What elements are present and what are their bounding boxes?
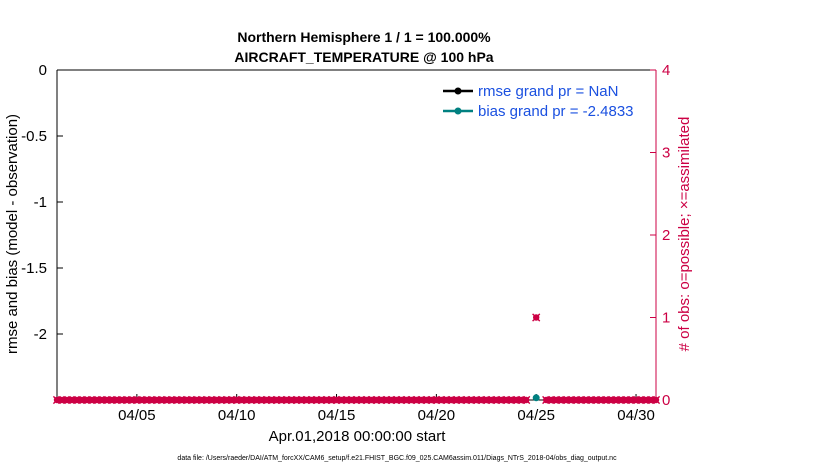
legend-bias-marker bbox=[454, 107, 462, 115]
legend-rmse-marker bbox=[454, 87, 462, 95]
y-tick-label: -2 bbox=[34, 326, 47, 343]
plot-area: 0 -0.5 -1 -1.5 -2 0 1 2 3 4 04/05 04/10 04/15 04/20 04… bbox=[21, 62, 670, 424]
bias-marker bbox=[532, 394, 540, 402]
x-axis-label: Apr.01,2018 00:00:00 start bbox=[269, 428, 447, 445]
x-tick-label: 04/15 bbox=[318, 407, 356, 424]
x-tick-label: 04/10 bbox=[218, 407, 256, 424]
y-tick-label: -0.5 bbox=[21, 128, 47, 145]
chart-title: Northern Hemisphere 1 / 1 = 100.000% bbox=[237, 29, 491, 45]
obs-assimilated-marker bbox=[522, 395, 531, 405]
y2-axis-label: # of obs: o=possible; ×=assimilated bbox=[676, 117, 693, 352]
y2-tick-label: 0 bbox=[662, 392, 670, 409]
x-tick-label: 04/20 bbox=[418, 407, 456, 424]
y2-tick-label: 3 bbox=[662, 145, 670, 162]
obs-assimilated-marker bbox=[532, 313, 541, 322]
legend-bias-label: bias grand pr = -2.4833 bbox=[478, 103, 634, 120]
x-tick-label: 04/25 bbox=[517, 407, 555, 424]
y-axis-label: rmse and bias (model - observation) bbox=[4, 114, 21, 354]
legend-rmse-label: rmse grand pr = NaN bbox=[478, 83, 618, 100]
y2-tick-label: 1 bbox=[662, 310, 670, 327]
y-tick-label: -1.5 bbox=[21, 260, 47, 277]
y-tick-label: 0 bbox=[39, 62, 47, 79]
footer-data-file: data file: /Users/raeder/DAI/ATM_forcXX/… bbox=[177, 455, 617, 462]
y2-tick-label: 4 bbox=[662, 62, 670, 79]
y-tick-label: -1 bbox=[34, 194, 47, 211]
obs-assimilated-marker bbox=[651, 395, 661, 405]
x-tick-label: 04/05 bbox=[118, 407, 156, 424]
x-tick-label: 04/30 bbox=[617, 407, 655, 424]
y2-tick-label: 2 bbox=[662, 227, 670, 244]
chart-subtitle: AIRCRAFT_TEMPERATURE @ 100 hPa bbox=[234, 49, 493, 65]
